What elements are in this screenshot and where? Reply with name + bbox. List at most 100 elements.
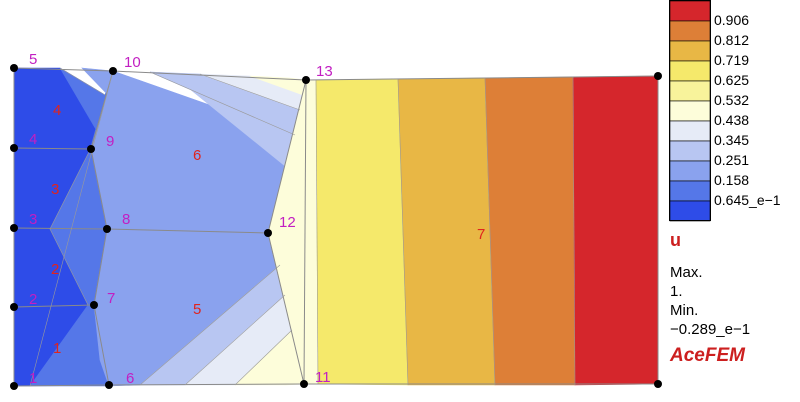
contour-line [234,329,293,386]
node-label-6: 6 [126,370,134,387]
info-panel: u Max. 1. Min. −0.289_e−1 AceFEM [670,230,798,367]
contour-line [572,76,576,386]
min-label: Min. [670,302,699,319]
node-labels: 1 2 3 4 5 6 7 8 9 10 11 12 13 [29,51,333,387]
mesh-edge [112,70,307,81]
mesh-edges [13,67,659,387]
mesh-edge [13,147,92,150]
node-dot [10,64,18,72]
node-dot [87,145,95,153]
node-dot [300,380,308,388]
legend-swatch [669,20,711,42]
legend-swatch [669,180,711,202]
element-labels: 1 2 3 4 5 6 7 [51,102,485,357]
node-dot [109,67,117,75]
mesh-edge [13,304,95,308]
node-dot [302,76,310,84]
legend-tick-2: 0.812 [714,32,749,48]
node-dot [90,301,98,309]
legend-tick-9: 0.158 [714,172,749,188]
contour-line [49,149,91,306]
node-label-11: 11 [315,369,331,386]
mesh-edge [303,79,307,385]
element-label-1: 1 [53,340,61,357]
element-label-2: 2 [51,261,59,278]
legend-swatch [669,100,711,122]
node-label-9: 9 [106,133,114,150]
legend-swatch [669,80,711,102]
contour-line [315,79,319,385]
mesh-edge [108,383,305,386]
node-dot [105,381,113,389]
color-legend: 0.906 0.812 0.719 0.625 0.532 0.438 0.34… [669,0,781,222]
legend-tick-7: 0.345 [714,132,749,148]
element-label-6: 6 [193,147,201,164]
mesh-edge [267,79,307,234]
mesh-edge [267,232,305,385]
node-label-10: 10 [124,54,141,71]
mesh-edge [106,228,269,234]
node-dot [264,229,272,237]
mesh-edge [93,304,110,386]
mesh-edge [13,67,114,72]
contour-line [397,78,409,386]
legend-tick-5: 0.532 [714,92,749,108]
acefem-logo: AceFEM [670,345,745,366]
node-dot [654,380,662,388]
node-dot [10,382,18,390]
element-label-7: 7 [477,226,485,243]
node-label-2: 2 [29,291,37,308]
contour-line [149,71,296,136]
legend-frame [669,0,711,221]
legend-swatch [669,140,711,162]
max-value: 1. [670,283,683,300]
legend-tick-4: 0.625 [714,72,749,88]
node-label-8: 8 [122,211,130,228]
node-label-3: 3 [29,211,37,228]
node-label-13: 13 [316,63,333,80]
node-label-7: 7 [107,290,115,307]
legend-tick-6: 0.438 [714,112,749,128]
legend-swatch [669,160,711,182]
node-label-4: 4 [29,131,37,148]
contour-line [139,264,281,386]
min-value: −0.289_e−1 [670,321,751,338]
contour-band [572,75,659,386]
contour-line [184,294,286,386]
node-dot [654,72,662,80]
contour-line [199,73,301,111]
mesh-edge [305,75,659,81]
legend-swatch [669,60,711,82]
element-label-5: 5 [193,301,201,318]
legend-swatches [669,0,711,222]
legend-swatch [669,200,711,222]
legend-swatch [669,0,711,22]
node-label-5: 5 [29,51,37,68]
node-label-1: 1 [29,370,37,387]
node-dot [10,224,18,232]
legend-swatch [669,40,711,62]
legend-tick-10: 0.645_e−1 [714,192,781,208]
contour-line [29,70,114,387]
legend-tick-3: 0.719 [714,52,749,68]
node-dot [10,303,18,311]
element-label-4: 4 [53,102,61,119]
node-dot [103,225,111,233]
contour-fills [13,67,659,387]
contour-band [315,78,409,386]
legend-tick-8: 0.251 [714,152,749,168]
contour-line [484,77,496,386]
node-label-12: 12 [279,214,296,231]
node-dots [10,64,662,390]
legend-tick-1: 0.906 [714,12,749,28]
mesh-edge [13,227,108,230]
max-label: Max. [670,264,703,281]
element-label-3: 3 [51,181,59,198]
mesh-edge [93,228,108,306]
node-dot [10,144,18,152]
legend-swatch [669,120,711,142]
contour-band [484,76,576,386]
contour-line [59,67,106,96]
field-name: u [670,230,681,250]
